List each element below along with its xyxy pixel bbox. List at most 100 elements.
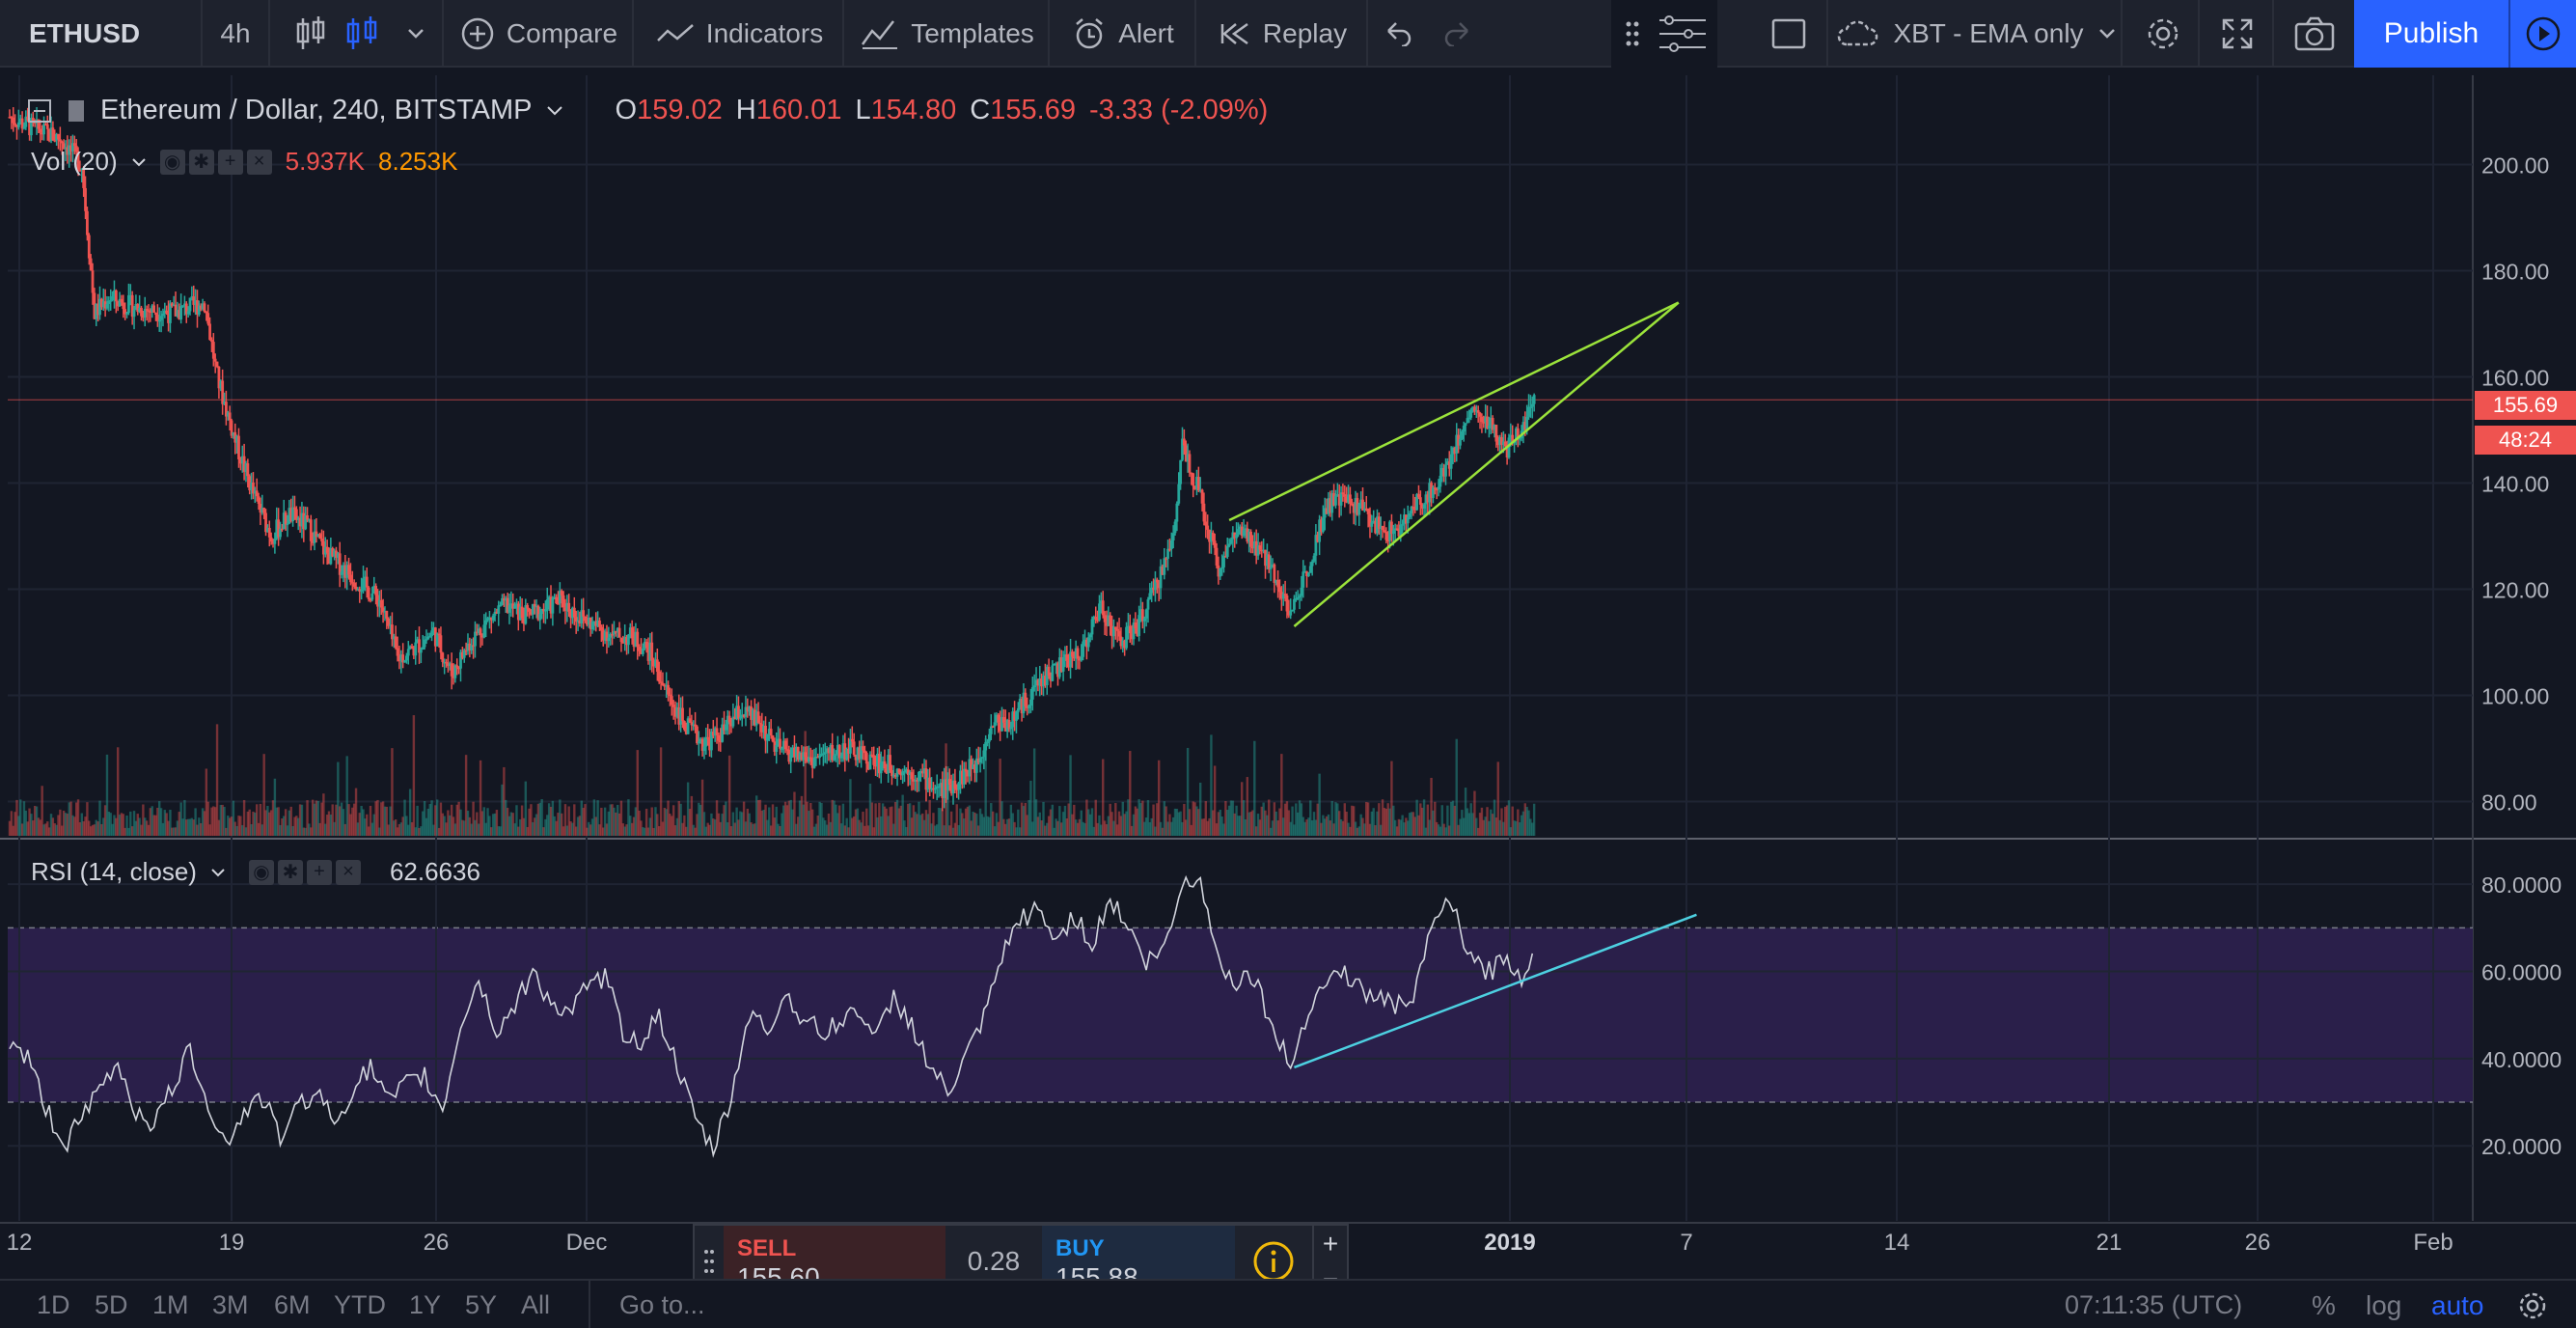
replay-button[interactable]: Replay	[1199, 0, 1368, 68]
plus-icon[interactable]: +	[217, 149, 243, 175]
range-6m[interactable]: 6M	[274, 1290, 311, 1319]
rectangle-tool-button[interactable]	[1751, 0, 1828, 68]
candle-body	[1045, 666, 1049, 685]
undo-icon[interactable]	[1384, 21, 1413, 46]
symbol-search[interactable]: ETHUSD	[0, 0, 203, 68]
range-ytd[interactable]: YTD	[334, 1290, 386, 1319]
drawings-toolbar-toggle[interactable]	[1611, 0, 1717, 68]
trade-drag-handle[interactable]	[695, 1226, 724, 1297]
increase-button[interactable]: +	[1312, 1226, 1347, 1261]
candle-body	[729, 722, 733, 727]
chevron-down-icon[interactable]	[131, 157, 147, 167]
chart-settings-button[interactable]	[2127, 0, 2200, 68]
range-1m[interactable]: 1M	[152, 1290, 189, 1319]
rsi-label[interactable]: RSI (14, close)	[31, 857, 197, 886]
candle-body	[387, 618, 391, 626]
publish-menu-button[interactable]	[2508, 0, 2576, 68]
volume-bar	[1357, 826, 1360, 836]
volume-bar	[955, 804, 958, 836]
quantity-field[interactable]: 0.28	[967, 1246, 1021, 1276]
volume-bar	[342, 809, 345, 836]
volume-bar	[80, 813, 83, 836]
volume-bar	[284, 809, 288, 836]
close-icon[interactable]: ×	[335, 859, 361, 885]
low-label: L	[855, 95, 871, 125]
candle-body	[823, 752, 827, 754]
volume-bar	[414, 827, 417, 836]
gear-icon[interactable]: ✱	[188, 149, 214, 175]
candle-body	[1330, 493, 1334, 513]
volume-bar	[277, 807, 280, 836]
log-toggle[interactable]: log	[2366, 1289, 2402, 1320]
volume-bar	[1300, 803, 1303, 836]
eye-icon[interactable]: ◉	[248, 859, 274, 885]
candle-body	[1329, 498, 1332, 513]
chevron-down-icon[interactable]	[210, 868, 226, 877]
volume-bar	[590, 818, 594, 836]
candle-body	[808, 757, 812, 760]
candle-body	[682, 721, 686, 730]
candle-body	[530, 611, 533, 615]
volume-bar	[800, 795, 804, 836]
volume-bar	[638, 810, 641, 836]
volume-bar	[824, 820, 827, 836]
candle-body	[960, 770, 964, 785]
candle-body	[435, 633, 439, 647]
candle-body	[1395, 528, 1399, 530]
templates-button[interactable]: Templates	[847, 0, 1050, 68]
fullscreen-button[interactable]	[2202, 0, 2274, 68]
indicators-button[interactable]: Indicators	[637, 0, 844, 68]
auto-toggle[interactable]: auto	[2431, 1289, 2484, 1320]
range-3m[interactable]: 3M	[212, 1290, 249, 1319]
volume-bar	[613, 807, 616, 836]
volume-bar	[1107, 816, 1110, 836]
candle-body	[520, 606, 524, 619]
range-5d[interactable]: 5D	[95, 1290, 128, 1319]
volume-bar	[946, 766, 949, 836]
chevron-down-icon[interactable]	[546, 105, 563, 117]
candle-body	[704, 736, 708, 747]
candle-body	[1030, 686, 1034, 700]
volume-bar	[1244, 818, 1247, 836]
bottom-settings-button[interactable]	[2516, 1281, 2549, 1328]
candle-body	[259, 504, 262, 513]
publish-button[interactable]: Publish	[2354, 0, 2508, 68]
volume-bar	[851, 817, 854, 836]
volume-label[interactable]: Vol (20)	[31, 147, 118, 176]
interval-selector[interactable]: 4h	[203, 0, 270, 68]
volume-bar	[1136, 808, 1138, 836]
symbol-title[interactable]: Ethereum / Dollar, 240, BITSTAMP	[100, 95, 533, 125]
volume-bar	[1197, 809, 1200, 836]
plus-icon[interactable]: +	[306, 859, 332, 885]
volume-bar	[555, 820, 558, 836]
range-1d[interactable]: 1D	[37, 1290, 70, 1319]
candle-body	[993, 722, 997, 727]
range-all[interactable]: All	[521, 1290, 551, 1319]
candle-body	[1117, 630, 1121, 637]
utc-clock[interactable]: 07:11:35 (UTC)	[2065, 1290, 2243, 1319]
chart-canvas[interactable]: 200.00180.00160.00140.00120.00100.0080.0…	[0, 0, 2576, 1279]
go-to-date[interactable]: Go to...	[589, 1281, 705, 1328]
eye-icon[interactable]: ◉	[159, 149, 185, 175]
collapse-legend-icon[interactable]	[27, 98, 52, 124]
chart-type-selector[interactable]	[280, 0, 444, 68]
candle-body	[18, 118, 22, 123]
candle-body	[1287, 611, 1291, 616]
percent-toggle[interactable]: %	[2312, 1289, 2336, 1320]
snapshot-button[interactable]	[2277, 0, 2352, 68]
range-1y[interactable]: 1Y	[409, 1290, 442, 1319]
close-icon[interactable]: ×	[246, 149, 272, 175]
candle-body	[98, 298, 101, 316]
volume-bar	[1254, 826, 1258, 836]
compare-button[interactable]: Compare	[446, 0, 634, 68]
alert-button[interactable]: Alert	[1052, 0, 1196, 68]
candle-body	[1134, 622, 1137, 629]
candle-body	[318, 534, 322, 540]
volume-bar	[364, 818, 367, 836]
redo-icon[interactable]	[1442, 21, 1471, 46]
layout-selector[interactable]: XBT - EMA only	[1833, 0, 2123, 68]
range-5y[interactable]: 5Y	[465, 1290, 498, 1319]
flag-icon[interactable]	[66, 98, 87, 124]
gear-icon[interactable]: ✱	[277, 859, 303, 885]
candle-body	[51, 127, 55, 141]
